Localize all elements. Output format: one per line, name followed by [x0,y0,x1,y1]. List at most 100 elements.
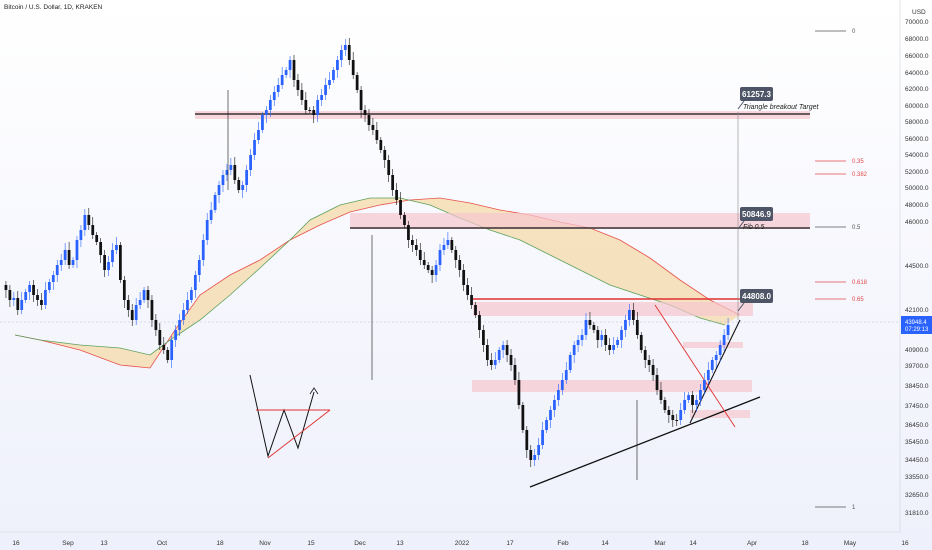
candle-body [655,375,659,390]
candle-body [241,185,245,190]
candle-body [414,245,418,250]
candle-body [675,420,679,421]
candle-body [67,250,71,265]
callout-pointer [737,100,745,110]
candle-body [620,330,623,340]
candle-body [122,280,126,300]
candle-body [312,110,316,115]
candle-body [225,170,229,175]
candle-body [276,85,280,92]
candle-body [83,215,87,230]
candle-body [399,200,402,215]
y-tick-label: 64000.0 [905,70,929,77]
candle-body [213,195,217,210]
y-tick-label: 62000.0 [905,86,929,93]
candle-body [450,240,454,250]
candle-body [351,60,355,75]
candle-body [201,240,205,260]
last-price-box [901,316,932,334]
candle-body [710,360,714,370]
y-tick-label: 32650.0 [905,492,929,499]
price-callout: 44808.0 [737,289,773,312]
candle-body [347,45,351,60]
candle-body [560,380,564,390]
sr-zone [683,342,743,348]
candle-body [631,310,635,320]
candle-body [363,110,367,115]
last-price-value: 43948.4 [905,320,927,326]
candle-body [87,215,91,225]
candle-body [612,345,616,350]
candle-body [549,410,552,420]
candle-body [647,360,651,365]
candle-body [470,295,473,305]
candle-body [410,240,414,245]
candle-body [336,60,339,70]
candle-body [245,170,249,185]
candle-body [233,165,237,180]
candle-body [47,282,51,290]
candle-body [683,400,687,410]
candle-body [170,340,174,360]
candle-body [292,60,296,80]
candle-body [679,410,683,420]
candle-body [383,150,387,160]
candle-body [434,265,438,275]
candle-body [667,410,671,415]
sr-zone [350,213,810,229]
chart-title: Bitcoin / U.S. Dollar, 1D, KRAKEN [4,4,103,11]
sr-zone [473,302,753,316]
fib-level-label: 0.382 [852,172,868,178]
y-tick-label: 37450.0 [905,403,929,410]
y-tick-label: 34450.0 [905,457,929,464]
candle-body [284,70,288,75]
callout-value: 61257.3 [742,90,771,99]
candle-body [485,345,489,360]
candle-body [517,380,521,405]
candle-body [545,420,548,430]
candle-body [115,245,118,250]
candle-body [556,390,560,400]
candle-body [422,260,426,265]
ma-fast-line [14,197,741,369]
candle-body [513,365,517,380]
candle-body [32,285,35,295]
candle-body [339,50,343,60]
candle-body [592,325,596,330]
y-tick-label: 36450.0 [905,422,929,429]
x-tick-label: 2022 [455,540,470,547]
candle-body [446,240,450,245]
rising-wedge-line [689,319,741,424]
y-tick-label: 46000.0 [905,219,929,226]
candle-body [497,350,501,360]
price-callout: 61257.3 Triangle breakout Target [737,87,820,111]
y-tick-label: 44500.0 [905,263,929,270]
candle-body [584,320,588,335]
candle-body [616,340,619,345]
candle-body [702,380,706,390]
candle-body [596,330,600,340]
candle-body [651,365,655,375]
candle-body [130,310,134,320]
candle-body [379,140,383,150]
candle-body [367,115,371,125]
candle-body [111,250,114,262]
candle-body [659,390,663,400]
candle-body [186,300,189,310]
candle-body [533,455,537,460]
callout-box [740,207,773,221]
candle-body [63,250,67,260]
candle-body [79,230,83,240]
candle-body [209,210,213,220]
y-tick-label: 48000.0 [905,202,929,209]
candle-body [525,430,529,450]
candle-body [134,305,138,320]
candle-body [158,330,162,345]
candle-body [217,185,221,195]
ma-ribbon [15,198,740,368]
candle-body [663,400,667,410]
candle-body [438,250,442,265]
pattern-sketch-arrow [309,387,319,395]
candle-body [272,92,276,100]
